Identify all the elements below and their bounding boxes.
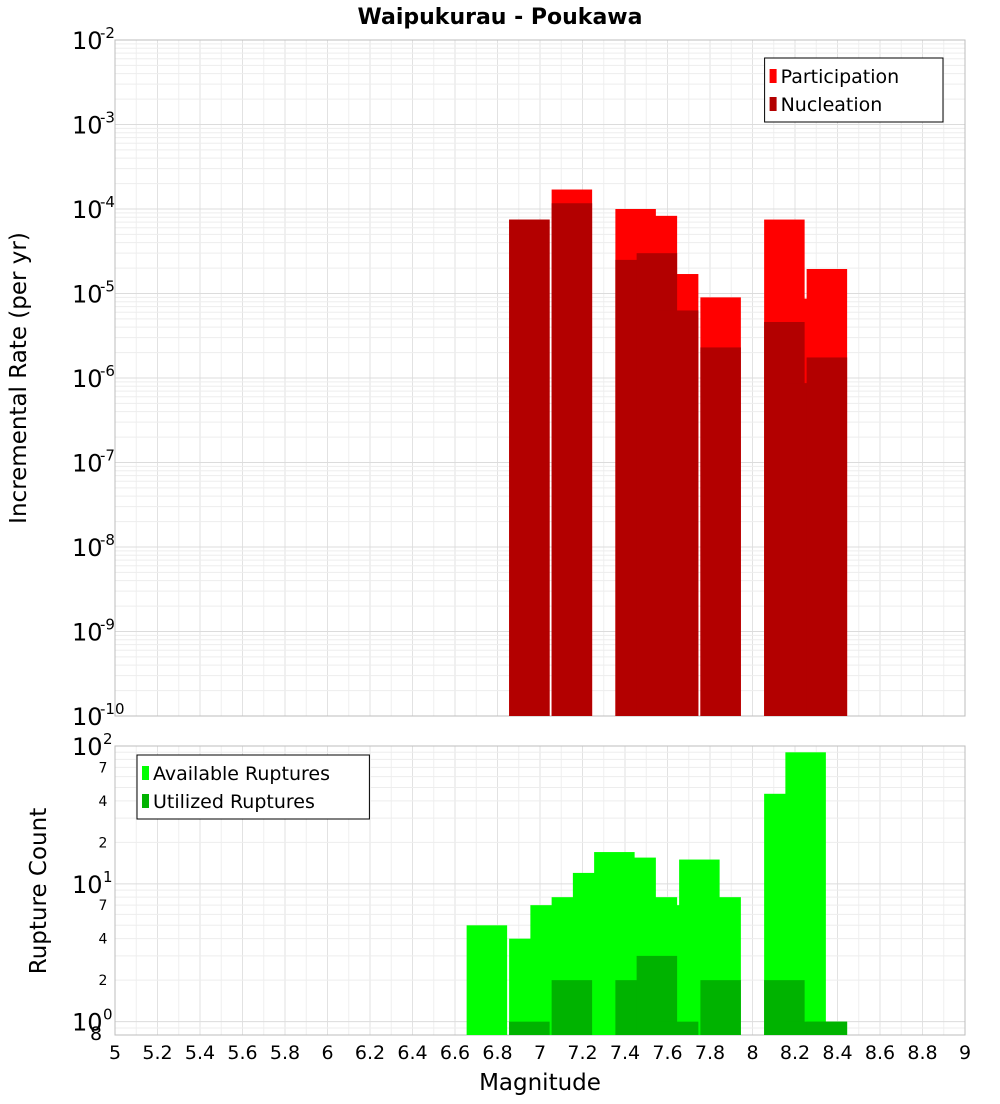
x-axis-label: Magnitude	[479, 1070, 601, 1096]
y-tick-exponent: 0	[103, 1006, 113, 1024]
y-tick-label: 10	[72, 534, 103, 562]
y-tick-label: 10	[72, 450, 103, 478]
x-tick-label: 6	[321, 1042, 333, 1064]
y-minor-tick-label: 2	[99, 973, 108, 989]
series-rates-1	[509, 203, 848, 717]
bar-utilized-ruptures	[700, 980, 741, 1035]
x-tick-label: 6.8	[482, 1042, 512, 1064]
legend-box	[136, 754, 370, 820]
y-tick-exponent: -2	[100, 24, 115, 42]
y-tick-exponent: -10	[100, 700, 125, 718]
x-tick-label: 7.4	[610, 1042, 640, 1064]
y-tick-label: 10	[72, 1009, 103, 1037]
x-tick-label: 7.8	[695, 1042, 725, 1064]
y-tick-label: 10	[72, 196, 103, 224]
legend-label: Nucleation	[781, 94, 883, 116]
series-counts-1	[509, 955, 848, 1035]
x-tick-label: 5.6	[227, 1042, 257, 1064]
x-tick-label: 7.6	[652, 1042, 682, 1064]
bar-utilized-ruptures	[657, 1021, 699, 1035]
bottom-y-axis-label: Rupture Count	[26, 808, 52, 974]
x-tick-label: 8	[746, 1042, 758, 1064]
legend-label: Available Ruptures	[153, 763, 330, 785]
legend-swatch	[142, 794, 149, 808]
bar-nucleation	[551, 203, 593, 717]
y-tick-label: 10	[72, 703, 103, 731]
x-tick-label: 5.8	[270, 1042, 300, 1064]
x-tick-label: 5.2	[142, 1042, 172, 1064]
x-tick-label: 6.6	[440, 1042, 470, 1064]
bar-utilized-ruptures	[806, 1021, 848, 1035]
y-tick-label: 10	[72, 281, 103, 309]
y-tick-exponent: -4	[100, 193, 115, 211]
y-minor-tick-label: 7	[99, 898, 108, 914]
x-tick-label: 5.4	[185, 1042, 215, 1064]
y-minor-tick-label: 4	[99, 794, 108, 810]
chart-title: Waipukurau - Poukawa	[358, 5, 643, 30]
y-tick-exponent: 2	[103, 730, 113, 748]
y-tick-exponent: -8	[100, 531, 115, 549]
x-tick-label: 5	[109, 1042, 121, 1064]
legend-swatch	[769, 97, 777, 111]
legend-label: Participation	[781, 66, 900, 88]
x-tick-label: 8.4	[822, 1042, 852, 1064]
y-tick-exponent: -3	[100, 109, 115, 127]
x-tick-label: 7.2	[567, 1042, 597, 1064]
bar-utilized-ruptures	[509, 1021, 550, 1035]
y-tick-exponent: -9	[100, 616, 115, 634]
legend-swatch	[142, 766, 149, 780]
bar-utilized-ruptures	[551, 980, 593, 1035]
bar-nucleation	[806, 357, 848, 716]
bar-available-ruptures	[466, 925, 508, 1035]
y-tick-label: 10	[72, 871, 103, 899]
top-y-axis-label: Incremental Rate (per yr)	[6, 232, 32, 524]
y-minor-tick-label: 7	[99, 760, 108, 776]
y-tick-label: 10	[72, 112, 103, 140]
legend-rates: Participation Nucleation	[764, 57, 944, 123]
y-tick-label: 10	[72, 365, 103, 393]
y-tick-exponent: -7	[100, 447, 115, 465]
y-tick-label: 10	[72, 733, 103, 761]
y-tick-label: 10	[72, 619, 103, 647]
legend-box	[764, 57, 944, 123]
y-minor-tick-label: 2	[99, 835, 108, 851]
bar-nucleation	[509, 219, 550, 717]
x-tick-label: 6.2	[355, 1042, 385, 1064]
x-tick-label: 8.6	[865, 1042, 895, 1064]
y-minor-tick-label: 8	[90, 1023, 102, 1045]
x-tick-label: 9	[959, 1042, 971, 1064]
y-tick-exponent: -5	[100, 278, 115, 296]
legend-swatch	[769, 69, 777, 83]
bar-nucleation	[657, 310, 699, 716]
x-tick-label: 8.8	[907, 1042, 937, 1064]
x-tick-label: 8.2	[780, 1042, 810, 1064]
y-tick-label: 10	[72, 27, 103, 55]
bar-nucleation	[700, 347, 741, 716]
x-tick-label: 6.4	[397, 1042, 427, 1064]
y-minor-tick-label: 4	[99, 932, 108, 948]
legend-counts: Available Ruptures Utilized Ruptures	[136, 754, 370, 820]
y-tick-exponent: -6	[100, 362, 115, 380]
legend-label: Utilized Ruptures	[153, 791, 315, 813]
y-tick-exponent: 1	[103, 868, 113, 886]
x-tick-label: 7	[534, 1042, 546, 1064]
